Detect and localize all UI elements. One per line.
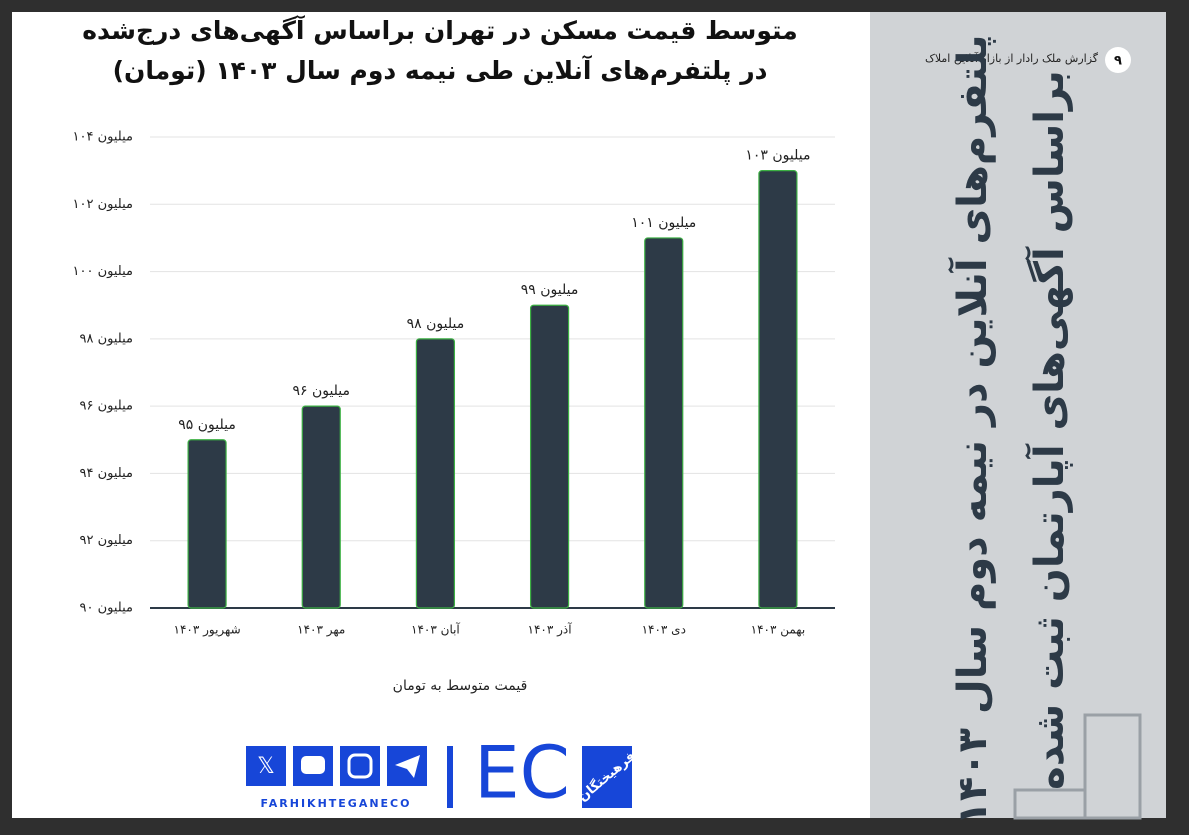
instagram-glyph [347, 753, 373, 779]
building-icon [1013, 713, 1142, 820]
y-tick-label: ۱۰۲ میلیون [73, 197, 133, 212]
page-badge [1105, 47, 1131, 73]
social-icons: 𝕏 [246, 746, 427, 786]
bar [187, 439, 227, 609]
bar [301, 405, 341, 609]
value-label: ۹۸ میلیون [407, 316, 465, 332]
youtube-glyph [301, 756, 325, 774]
side-heading: براساس آگهی‌های آپارتمان ثبت شده [1024, 70, 1073, 790]
y-tick-label: ۹۴ میلیون [80, 466, 134, 481]
value-label: ۹۹ میلیون [521, 282, 579, 298]
telegram-glyph [395, 755, 420, 778]
bar [529, 304, 570, 609]
bar [644, 237, 684, 609]
footer-handle: FARHIKHTEGANECO [261, 797, 412, 810]
instagram-icon [340, 746, 380, 786]
value-label: ۹۶ میلیون [292, 383, 350, 399]
y-tick-label: ۹۲ میلیون [80, 533, 134, 548]
value-label: ۱۰۱ میلیون [631, 215, 696, 231]
x-tick-label: آبان ۱۴۰۳ [411, 622, 460, 637]
x-axis-label: قیمت متوسط به تومان [393, 678, 528, 694]
brand-box [582, 746, 632, 808]
source-note: گزارش ملک رادار از بازار آنلاین املاک [925, 51, 1099, 65]
logo-bar [447, 746, 453, 808]
bar [758, 170, 798, 609]
x-tick-label: آذر ۱۴۰۳ [528, 622, 573, 638]
x-tick-label: مهر ۱۴۰۳ [297, 623, 345, 638]
value-label: ۱۰۳ میلیون [745, 148, 810, 164]
y-tick-label: ۹۶ میلیون [80, 399, 134, 414]
bar [415, 338, 456, 609]
side-heading: پلتفرم‌های آنلاین در نیمه دوم سال ۱۴۰۳ [947, 34, 996, 825]
x-tick-label: دی ۱۴۰۳ [642, 623, 686, 637]
y-tick-label: ۱۰۰ میلیون [73, 264, 133, 279]
x-icon [246, 746, 286, 786]
footer-logo: EC [474, 731, 570, 815]
y-tick-label: ۱۰۴ میلیون [73, 130, 133, 145]
value-label: ۹۵ میلیون [178, 417, 236, 433]
x-tick-label: شهریور ۱۴۰۳ [174, 623, 241, 638]
side-panel [870, 12, 1166, 818]
chart-title: متوسط قیمت مسکن در تهران براساس آگهی‌های… [82, 15, 798, 46]
y-tick-label: ۹۸ میلیون [80, 331, 134, 346]
x-glyph: 𝕏 [257, 754, 275, 779]
chart-title: در پلتفرم‌های آنلاین طی نیمه دوم سال ۱۴۰… [113, 55, 768, 86]
page-number: ۹ [1114, 54, 1122, 69]
x-tick-label: بهمن ۱۴۰۳ [751, 623, 806, 638]
y-tick-label: ۹۰ میلیون [80, 601, 134, 616]
